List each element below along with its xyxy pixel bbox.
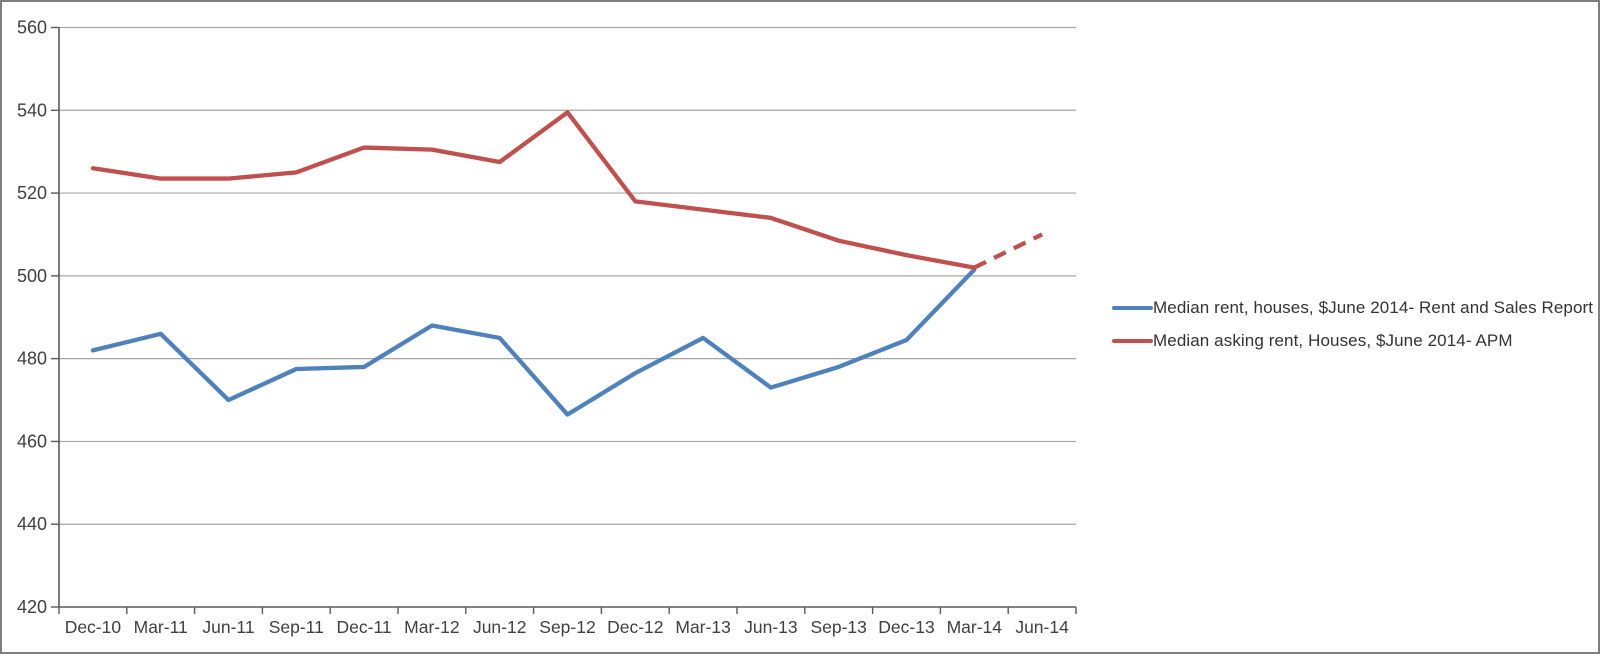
y-tick-label: 420: [17, 597, 47, 617]
x-tick-label: Sep-12: [539, 617, 595, 637]
legend: Median rent, houses, $June 2014- Rent an…: [1112, 298, 1593, 351]
legend-item-median-rent[interactable]: Median rent, houses, $June 2014- Rent an…: [1112, 298, 1593, 318]
x-tick-label: Jun-14: [1015, 617, 1069, 637]
legend-label-median-rent: Median rent, houses, $June 2014- Rent an…: [1153, 298, 1594, 317]
y-tick-label: 480: [17, 349, 47, 369]
series-line-0: [90, 267, 977, 417]
y-tick-label: 500: [17, 266, 47, 286]
x-tick-label: Mar-13: [675, 617, 730, 637]
legend-item-median-asking-rent[interactable]: Median asking rent, Houses, $June 2014- …: [1112, 331, 1593, 351]
x-tick-label: Dec-13: [878, 617, 934, 637]
legend-swatch-median-rent: [1112, 305, 1153, 311]
x-tick-label: Mar-11: [134, 617, 188, 637]
y-tick-label: 520: [17, 183, 47, 203]
legend-swatch-median-asking-rent: [1112, 338, 1153, 344]
y-tick-label: 540: [17, 100, 47, 120]
x-tick-label: Dec-12: [607, 617, 663, 637]
x-tick-label: Sep-13: [810, 617, 866, 637]
y-tick-label: 560: [17, 18, 47, 38]
y-tick-label: 460: [17, 431, 47, 451]
x-tick-label: Mar-14: [947, 617, 1003, 637]
x-tick-label: Dec-11: [337, 617, 392, 637]
x-tick-label: Jun-12: [473, 617, 527, 637]
x-tick-label: Mar-12: [404, 617, 459, 637]
x-tick-label: Sep-11: [269, 617, 324, 637]
x-tick-label: Dec-10: [65, 617, 122, 637]
x-tick-label: Jun-11: [202, 617, 254, 637]
y-tick-label: 440: [17, 514, 47, 534]
series-line-1-forecast-dashed: [973, 232, 1044, 270]
x-tick-label: Jun-13: [744, 617, 798, 637]
legend-label-median-asking-rent: Median asking rent, Houses, $June 2014- …: [1153, 331, 1513, 350]
series-line-1: [90, 110, 977, 270]
